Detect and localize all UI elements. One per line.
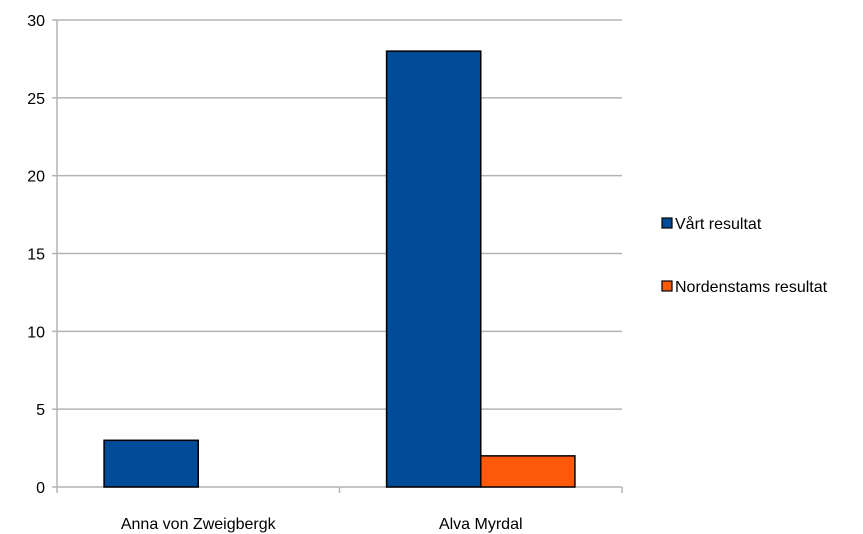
y-tick-label: 20	[27, 169, 45, 186]
bar-vart-resultat	[103, 439, 199, 488]
y-tick-label: 5	[36, 402, 45, 419]
y-tick-label: 0	[36, 480, 45, 497]
gridlines	[57, 19, 622, 410]
legend-label: Vårt resultat	[675, 215, 762, 233]
legend-swatch	[661, 280, 673, 292]
y-tick-label: 15	[27, 247, 45, 264]
x-axis-categories: Anna von Zweigbergk Alva Myrdal	[121, 516, 523, 533]
legend-label: Nordenstams resultat	[675, 279, 828, 296]
y-tick-label: 10	[27, 324, 45, 341]
y-tick-label: 30	[27, 13, 45, 30]
y-tick-label: 25	[27, 91, 45, 108]
bar-nordenstams-resultat	[480, 455, 576, 488]
bars	[103, 50, 576, 488]
y-axis-ticks: 0 5 10 15 20 25 30	[27, 13, 45, 497]
axes	[52, 19, 623, 493]
bar-vart-resultat	[385, 50, 482, 488]
x-category-label: Alva Myrdal	[439, 516, 523, 533]
legend: Vårt resultat Nordenstams resultat	[661, 215, 828, 296]
x-category-label: Anna von Zweigbergk	[121, 516, 277, 533]
legend-swatch	[661, 217, 673, 229]
